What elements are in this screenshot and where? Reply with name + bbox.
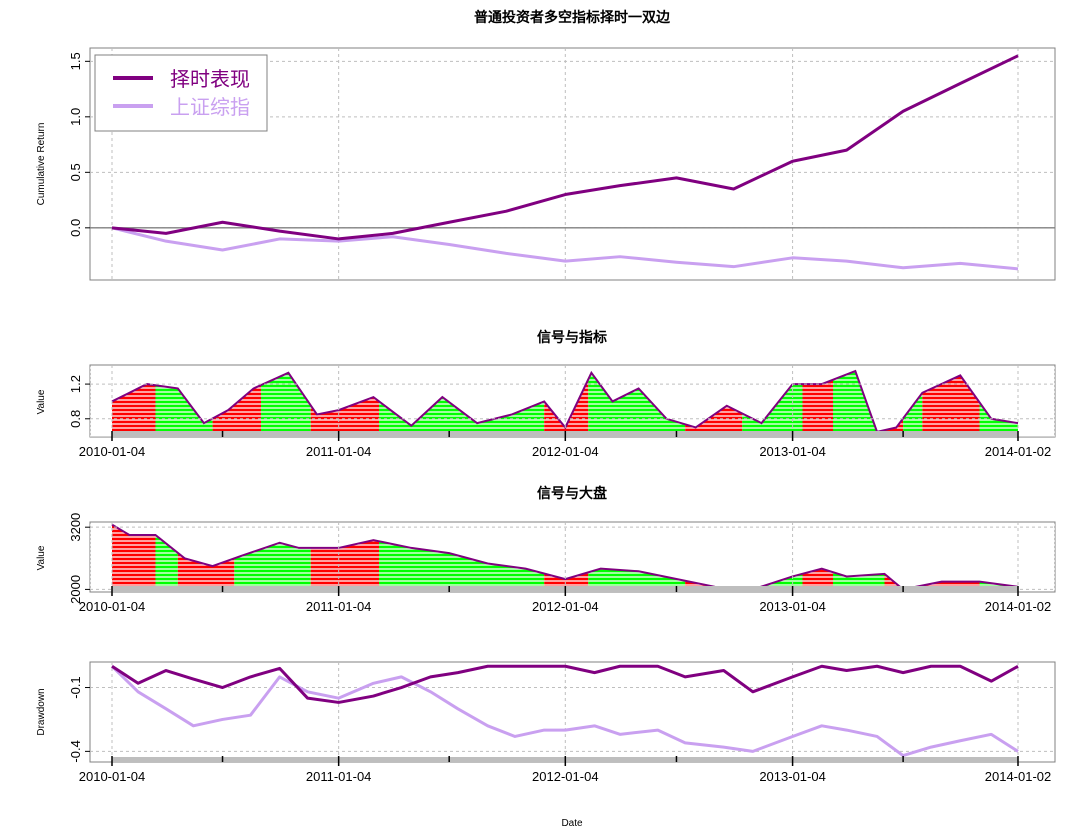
legend: 择时表现 上证综指 xyxy=(94,54,268,132)
signal-segment-red xyxy=(685,405,743,437)
y-tick-label: -0.4 xyxy=(68,740,83,762)
series-line-index xyxy=(110,665,1019,758)
panel-3-signal-fills xyxy=(90,523,1055,592)
y-tick-label: 2000 xyxy=(68,575,83,604)
chart-title: 普通投资者多空指标择时一双边 xyxy=(474,9,671,25)
series-line-strategy xyxy=(111,664,1019,704)
x-tick-label: 2013-01-04 xyxy=(759,769,826,784)
x-tick-label: 2013-01-04 xyxy=(759,444,826,459)
signal-fill-layer xyxy=(90,367,1055,762)
x-tick-label: 2010-01-04 xyxy=(79,444,146,459)
y-tick-label: 1.2 xyxy=(68,375,83,393)
signal-segment-green xyxy=(588,372,686,437)
x-tick-label: 2014-01-02 xyxy=(985,599,1052,614)
x-tick-label: 2011-01-04 xyxy=(306,769,372,784)
y-tick-label: 0.0 xyxy=(68,219,83,237)
panel2-title: 信号与指标 xyxy=(537,329,607,345)
legend-label-strategy: 择时表现 xyxy=(170,68,250,91)
legend-box xyxy=(94,54,268,132)
panel-4-frame xyxy=(89,661,1056,763)
panel-4-series xyxy=(110,664,1019,758)
x-tick-label: 2010-01-04 xyxy=(79,599,146,614)
x-tick-label: 2010-01-04 xyxy=(79,769,146,784)
panel-2-signal-fills xyxy=(90,367,1055,437)
signal-segment-red xyxy=(310,397,380,437)
x-tick-label: 2014-01-02 xyxy=(985,444,1052,459)
panel-1-series xyxy=(111,54,1019,271)
panel1-ylabel: Cumulative Return xyxy=(36,123,47,206)
panel3-ylabel: Value xyxy=(36,545,47,570)
signal-segment-green xyxy=(379,541,545,592)
panel3-title: 信号与大盘 xyxy=(537,485,607,501)
x-tick-label: 2011-01-04 xyxy=(306,599,372,614)
series-layer xyxy=(110,54,1019,758)
y-tick-label: 0.8 xyxy=(68,410,83,428)
series-line-index xyxy=(111,226,1019,271)
signal-segment-red xyxy=(544,379,589,437)
x-tick-label: 2012-01-04 xyxy=(532,769,599,784)
panel-1-frame xyxy=(89,47,1056,281)
y-tick-label: 3200 xyxy=(68,513,83,542)
signal-segment-green xyxy=(379,397,545,437)
y-tick-label: 0.5 xyxy=(68,163,83,181)
panel-2-value-line xyxy=(111,369,1019,433)
text-layer: 普通投资者多空指标择时一双边 信号与指标 信号与大盘 Cumulative Re… xyxy=(36,9,1051,829)
panel4-ylabel: Drawdown xyxy=(36,688,47,735)
x-tick-label: 2012-01-04 xyxy=(532,599,599,614)
y-tick-label: -0.1 xyxy=(68,676,83,698)
y-tick-label: 1.0 xyxy=(68,108,83,126)
legend-label-index: 上证综指 xyxy=(170,96,250,119)
x-tick-label: 2013-01-04 xyxy=(759,599,826,614)
x-axis-label: Date xyxy=(561,818,583,829)
x-tick-label: 2011-01-04 xyxy=(306,444,372,459)
panel-3-value-line xyxy=(111,523,1019,591)
series-line-strategy xyxy=(111,54,1019,241)
x-tick-label: 2014-01-02 xyxy=(985,769,1052,784)
signal-segment-green xyxy=(234,542,311,592)
signal-segment-red xyxy=(922,375,980,437)
panel2-ylabel: Value xyxy=(36,389,47,414)
x-tick-label: 2012-01-04 xyxy=(532,444,599,459)
y-tick-label: 1.5 xyxy=(68,52,83,70)
